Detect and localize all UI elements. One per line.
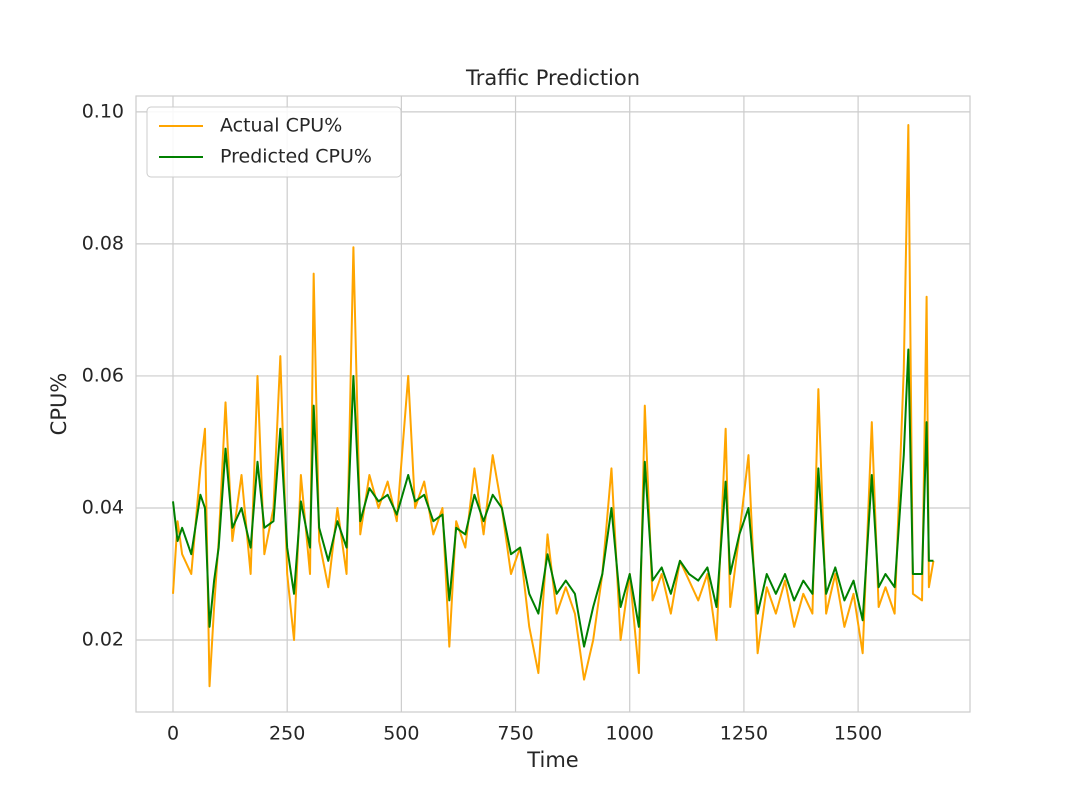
data-line <box>172 348 934 648</box>
x-tick-label: 0 <box>167 723 179 745</box>
x-tick-label: 1500 <box>834 723 882 745</box>
x-tick-label: 500 <box>383 723 419 745</box>
x-axis-label: Time <box>526 748 578 772</box>
x-tick-label: 1000 <box>606 723 654 745</box>
lines <box>172 124 935 688</box>
legend-box <box>146 106 402 178</box>
chart-title: Traffic Prediction <box>465 66 640 90</box>
y-axis-label: CPU% <box>47 373 71 436</box>
y-tick-label: 0.04 <box>82 496 124 518</box>
y-tick-label: 0.08 <box>82 232 124 254</box>
y-tick-label: 0.06 <box>82 364 124 386</box>
x-tick-label: 250 <box>269 723 305 745</box>
legend-label: Actual CPU% <box>220 115 342 137</box>
plot-frame <box>135 95 971 713</box>
x-tick-label: 1250 <box>720 723 768 745</box>
legend: Actual CPU% Predicted CPU% <box>146 106 402 178</box>
legend-label: Predicted CPU% <box>220 146 372 168</box>
data-line <box>172 124 935 688</box>
x-tick-label: 750 <box>497 723 533 745</box>
y-tick-label: 0.10 <box>82 100 124 122</box>
y-tick-label: 0.02 <box>82 629 124 651</box>
